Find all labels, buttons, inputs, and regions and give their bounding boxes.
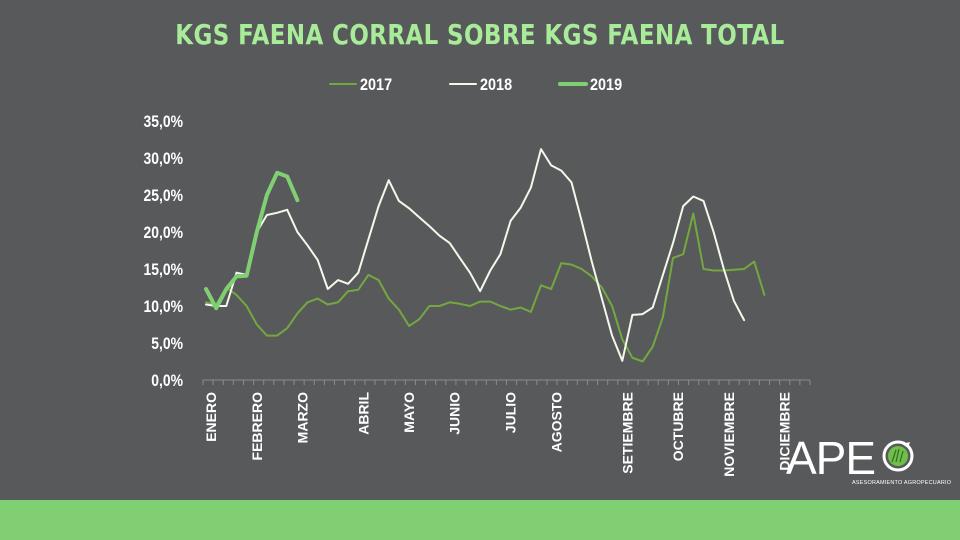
x-tick-label: JUNIO xyxy=(447,392,463,435)
series-line-2019 xyxy=(204,170,300,311)
y-tick-label: 35,0% xyxy=(144,113,184,132)
chart-legend: 2017 2018 2019 xyxy=(329,76,622,94)
x-axis: ENERO FEBRERO MARZO ABRIL MAYO JUNIO JULIO AGOS… xyxy=(202,379,811,477)
y-tick-label: 30,0% xyxy=(144,150,184,169)
x-tick-label: NOVIEMBRE xyxy=(721,392,737,477)
chart-title: KGS FAENA CORRAL SOBRE KGS FAENA TOTAL xyxy=(175,18,785,51)
y-tick-label: 5,0% xyxy=(151,335,183,354)
legend-label-2018: 2018 xyxy=(480,76,512,94)
x-tick-label: OCTUBRE xyxy=(670,392,686,461)
line-chart: 2017 2018 2019 0,0% 5,0% 10,0% 15,0% 20,0% 25,0… xyxy=(144,76,811,477)
x-tick-label: MAYO xyxy=(401,392,417,433)
y-tick-label: 15,0% xyxy=(144,261,184,280)
x-tick-label: DICIEMBRE xyxy=(777,392,793,471)
x-tick-label: ABRIL xyxy=(355,392,371,435)
logo-subtitle: ASESORAMIENTO AGROPECUARIO xyxy=(852,480,952,486)
x-tick-label: AGOSTO xyxy=(548,392,564,453)
y-tick-label: 10,0% xyxy=(144,298,184,317)
logo-text: APE xyxy=(786,432,876,484)
y-axis: 0,0% 5,0% 10,0% 15,0% 20,0% 25,0% 30,0% 35,0% xyxy=(144,113,184,391)
x-tick-label: MARZO xyxy=(294,392,310,443)
y-tick-label: 25,0% xyxy=(144,187,184,206)
ape-logo: APE ASESORAMIENTO AGROPECUARIO xyxy=(786,432,951,492)
series-line-2018 xyxy=(205,148,746,362)
x-tick-label: JULIO xyxy=(503,392,519,433)
series-layer xyxy=(204,148,766,363)
series-line-2017 xyxy=(205,212,766,363)
y-tick-label: 20,0% xyxy=(144,224,184,243)
legend-label-2019: 2019 xyxy=(590,76,622,94)
x-tick-label: ENERO xyxy=(203,392,219,442)
y-tick-label: 0,0% xyxy=(151,372,183,391)
logo-leaf-icon xyxy=(882,440,914,472)
footer-band xyxy=(0,500,960,540)
x-tick-label: FEBRERO xyxy=(249,392,265,461)
x-tick-label: SETIEMBRE xyxy=(619,392,635,474)
legend-label-2017: 2017 xyxy=(360,76,392,94)
